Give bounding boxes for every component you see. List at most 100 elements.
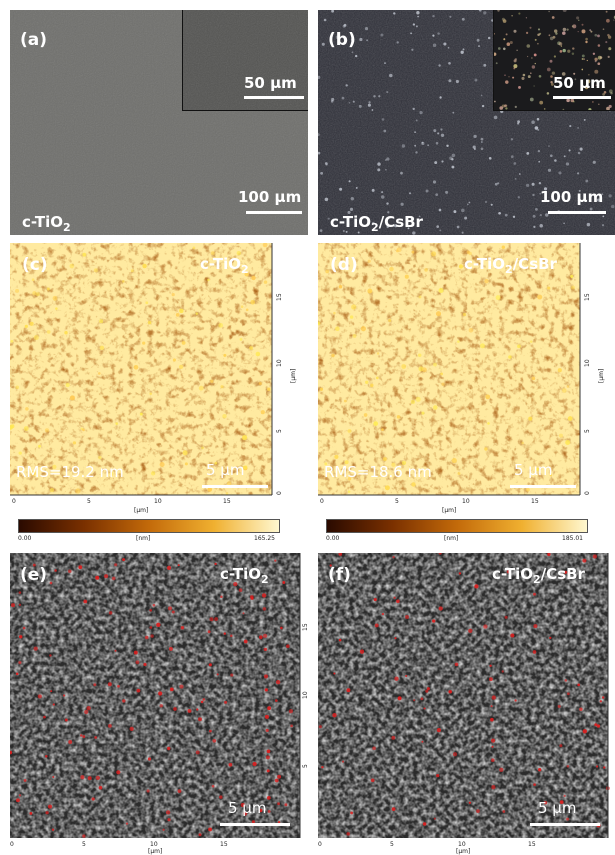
afm-grain: [263, 280, 268, 284]
y-tick-label: 15: [276, 293, 283, 301]
bright-spot: [545, 213, 549, 217]
crystal-spot: [506, 42, 511, 46]
grain-boundary-mark: [282, 581, 286, 584]
x-tick-label: 10: [150, 841, 158, 848]
sample-label: c-TiO2/CsBr: [330, 213, 423, 234]
bright-spot: [419, 110, 423, 115]
afm-grain: [537, 294, 543, 300]
grain-boundary-mark: [149, 626, 153, 629]
afm-grain: [324, 462, 328, 466]
crystal-spot: [602, 93, 605, 96]
grain-boundary-mark: [274, 699, 278, 702]
afm-grain: [373, 421, 379, 426]
grain-boundary-mark: [392, 556, 395, 559]
grain-boundary-mark: [594, 723, 598, 727]
bright-spot: [381, 191, 384, 194]
afm-grain: [133, 364, 139, 370]
grain-boundary-mark: [474, 584, 479, 589]
afm-grain: [93, 268, 98, 273]
x-axis-unit: [µm]: [134, 507, 149, 514]
crystal-spot: [495, 62, 498, 65]
grain-boundary-mark: [579, 707, 583, 712]
grain-boundary-mark: [111, 576, 116, 581]
bright-spot: [513, 162, 517, 165]
afm-grain: [531, 376, 536, 381]
grain-boundary-mark: [37, 694, 42, 699]
afm-grain: [335, 326, 340, 331]
grain-boundary-mark: [438, 606, 443, 611]
panel-letter: (a): [20, 30, 48, 50]
panel-letter: (d): [330, 255, 358, 275]
afm-grain: [220, 385, 224, 389]
bright-spot: [592, 160, 596, 164]
grain-boundary-mark: [10, 603, 16, 608]
crystal-spot: [521, 76, 525, 80]
grain-boundary-mark: [108, 611, 113, 615]
bright-spot: [380, 33, 384, 37]
afm-grain: [210, 251, 215, 255]
afm-grain: [565, 439, 571, 446]
bright-spot: [350, 197, 354, 201]
afm-grain: [347, 429, 352, 433]
crystal-spot: [550, 75, 553, 78]
y-axis-unit: [µm]: [598, 368, 605, 383]
grain-boundary-mark: [266, 749, 271, 754]
afm-grain: [236, 250, 241, 256]
afm-grain: [52, 464, 57, 470]
grain-boundary-mark: [15, 672, 19, 676]
grain-boundary-mark: [564, 679, 568, 682]
grain-boundary-mark: [117, 684, 120, 688]
sample-label: c-TiO2/CsBr: [492, 565, 585, 586]
crystal-spot: [504, 104, 507, 108]
bright-spot: [589, 207, 593, 211]
bright-spot: [321, 42, 325, 46]
afm-grain: [218, 323, 224, 328]
afm-grain: [55, 307, 58, 310]
afm-grain: [562, 388, 567, 393]
bright-spot: [345, 230, 348, 233]
grain-boundary-mark: [277, 821, 281, 824]
afm-grain: [529, 340, 533, 343]
grain-boundary-mark: [373, 598, 377, 602]
grain-map-f: [318, 553, 610, 838]
afm-grain: [404, 274, 409, 279]
afm-grain: [223, 353, 227, 357]
grain-boundary-mark: [228, 762, 233, 767]
afm-grain: [528, 416, 533, 421]
grain-boundary-mark: [514, 699, 517, 702]
bright-spot: [448, 79, 452, 83]
bright-spot: [432, 43, 437, 48]
afm-grain: [338, 285, 343, 289]
grain-boundary-mark: [448, 689, 452, 694]
afm-grain: [325, 269, 330, 274]
bright-spot: [468, 201, 471, 204]
grain-boundary-mark: [566, 817, 570, 821]
bright-spot: [417, 15, 419, 18]
afm-grain: [388, 319, 392, 322]
bright-spot: [461, 208, 465, 213]
bright-spot: [532, 193, 535, 197]
afm-grain: [391, 462, 396, 467]
grain-boundary-mark: [436, 773, 440, 778]
grain-boundary-mark: [533, 624, 538, 629]
grain-boundary-mark: [332, 713, 337, 718]
colorbar-unit: [nm]: [136, 535, 151, 542]
afm-grain: [567, 416, 573, 421]
scale-label: 100 µm: [238, 188, 302, 206]
afm-grain: [225, 492, 229, 495]
crystal-spot: [534, 38, 537, 41]
crystal-spot: [606, 106, 610, 110]
colorbar-max: 185.01: [562, 535, 583, 542]
afm-grain: [468, 251, 472, 256]
grain-boundary-mark: [277, 802, 281, 806]
bright-spot: [476, 38, 480, 42]
bright-spot: [480, 147, 484, 151]
crystal-spot: [537, 33, 540, 37]
afm-grain: [570, 274, 574, 278]
afm-grain: [375, 376, 379, 380]
crystal-spot: [561, 72, 566, 76]
grain-boundary-mark: [488, 677, 493, 682]
crystal-spot: [555, 32, 558, 35]
grain-boundary-mark: [243, 639, 248, 644]
grain-boundary-mark: [152, 603, 156, 607]
